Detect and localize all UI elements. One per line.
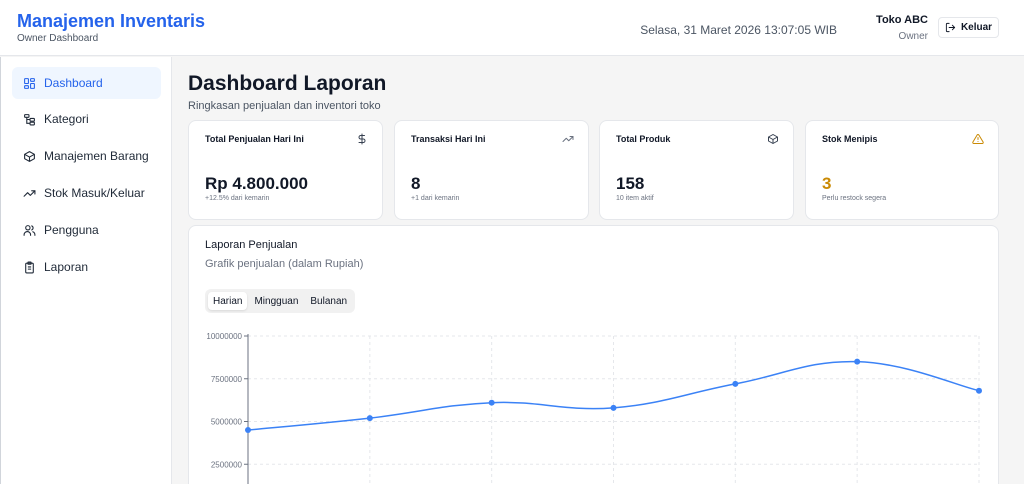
logout-label: Keluar <box>960 22 993 33</box>
chart-title: Laporan Penjualan <box>205 239 298 251</box>
top-header: Manajemen Inventaris Owner Dashboard Sel… <box>0 0 1024 56</box>
stat-card-total-produk: Total Produk 158 10 item aktif <box>599 120 794 220</box>
stat-card-value: 158 <box>616 174 645 193</box>
sidebar-item-label: Laporan <box>44 260 89 274</box>
stat-card-value: 8 <box>411 174 421 193</box>
data-point <box>976 387 982 394</box>
logout-button[interactable]: Keluar <box>938 17 999 38</box>
sidebar-item-label: Manajemen Barang <box>44 149 149 163</box>
stat-card-label: Total Produk <box>616 134 671 144</box>
stat-card-total-penjualan: Total Penjualan Hari Ini Rp 4.800.000 +1… <box>188 120 383 220</box>
tab-mingguan[interactable]: Mingguan <box>254 295 299 307</box>
stat-card-value: 3 <box>822 174 832 193</box>
trending-up-icon <box>23 189 36 197</box>
series-line <box>247 360 980 431</box>
sidebar: Dashboard Kategori Manajemen Barang Stok… <box>0 57 172 484</box>
y-tick-label: 10000000 <box>206 332 242 341</box>
sales-report-card: Laporan Penjualan Grafik penjualan (dala… <box>188 225 999 484</box>
stat-card-note: +12.5% dari kemarin <box>205 195 270 202</box>
dollar-icon <box>358 133 366 145</box>
trending-up-icon <box>562 136 574 142</box>
box-icon <box>24 150 35 162</box>
warning-icon <box>972 133 984 144</box>
stat-card-note: 10 item aktif <box>616 195 654 202</box>
user-role: Owner <box>898 31 928 42</box>
sidebar-item-label: Stok Masuk/Keluar <box>44 186 145 200</box>
data-point <box>488 399 495 406</box>
sidebar-item-stok[interactable]: Stok Masuk/Keluar <box>12 177 161 209</box>
logout-icon <box>945 22 956 33</box>
category-tree-icon <box>24 113 35 125</box>
tab-bulanan[interactable]: Bulanan <box>310 295 348 307</box>
users-icon <box>23 224 36 236</box>
stat-card-label: Transaksi Hari Ini <box>411 134 486 144</box>
stat-card-value: Rp 4.800.000 <box>205 174 309 193</box>
sidebar-item-kategori[interactable]: Kategori <box>12 103 161 135</box>
user-name: Toko ABC <box>876 14 928 26</box>
period-tabs: Harian Mingguan Bulanan <box>205 289 356 313</box>
box-icon <box>768 134 778 144</box>
data-point <box>732 380 739 387</box>
sidebar-item-dashboard[interactable]: Dashboard <box>12 67 161 99</box>
data-point <box>366 415 373 422</box>
data-point <box>854 358 861 365</box>
stat-card-stok-menipis: Stok Menipis 3 Perlu restock segera <box>805 120 999 220</box>
stat-card-label: Stok Menipis <box>822 134 878 144</box>
chart-description: Grafik penjualan (dalam Rupiah) <box>205 258 364 270</box>
page-title: Dashboard Laporan <box>188 72 387 95</box>
data-point <box>245 427 251 434</box>
clipboard-icon <box>25 261 34 273</box>
sidebar-item-manajemen-barang[interactable]: Manajemen Barang <box>12 140 161 172</box>
sidebar-item-pengguna[interactable]: Pengguna <box>12 214 161 246</box>
sidebar-item-laporan[interactable]: Laporan <box>12 251 161 283</box>
stat-card-note: +1 dari kemarin <box>411 195 460 202</box>
app-subtitle: Owner Dashboard <box>17 33 99 44</box>
app-title: Manajemen Inventaris <box>17 11 206 31</box>
sidebar-item-label: Pengguna <box>44 223 99 237</box>
stat-card-transaksi: Transaksi Hari Ini 8 +1 dari kemarin <box>394 120 589 220</box>
y-tick-label: 5000000 <box>211 418 243 427</box>
stat-card-note: Perlu restock segera <box>822 195 887 202</box>
tab-harian[interactable]: Harian <box>208 292 248 310</box>
sales-line-chart: 10000000 7500000 5000000 2500000 <box>206 332 982 484</box>
sidebar-item-label: Dashboard <box>44 76 103 90</box>
current-datetime: Selasa, 31 Maret 2026 13:07:05 WIB <box>640 23 837 37</box>
page-subtitle: Ringkasan penjualan dan inventori toko <box>188 100 381 112</box>
dashboard-grid-icon <box>24 77 35 89</box>
y-tick-label: 2500000 <box>211 460 243 469</box>
sidebar-item-label: Kategori <box>44 112 89 126</box>
data-point <box>610 404 617 411</box>
stat-card-label: Total Penjualan Hari Ini <box>205 134 304 144</box>
y-tick-label: 7500000 <box>211 375 243 384</box>
